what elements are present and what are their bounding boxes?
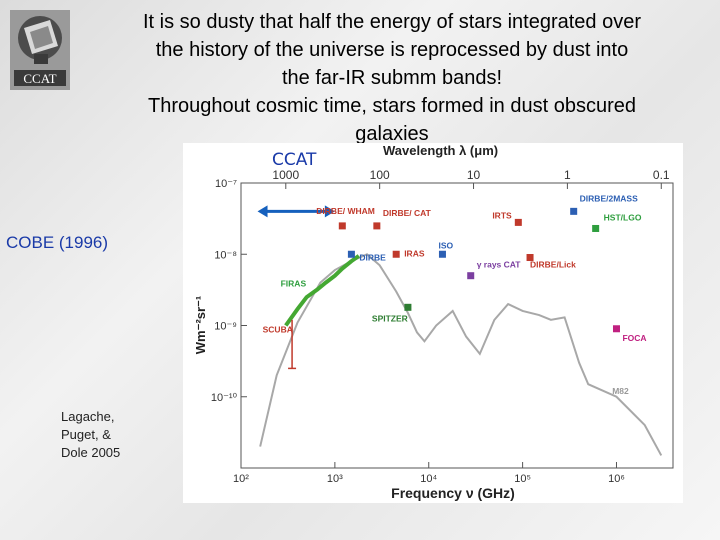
slide-title: It is so dusty that half the energy of s…	[92, 8, 692, 148]
y-tick-label: 10⁻⁸	[214, 249, 237, 261]
y-tick-label: 10⁻⁷	[215, 178, 237, 190]
title-line-3: the far-IR submm bands!	[281, 67, 503, 89]
instrument-marker	[570, 207, 578, 215]
instrument-label: DIRBE	[359, 252, 386, 262]
instrument-marker	[438, 250, 446, 258]
instrument-label: FOCA	[622, 333, 646, 343]
m82-sed-line	[259, 253, 663, 456]
top-axis-label: Wavelength λ (μm)	[383, 143, 498, 158]
instrument-marker	[404, 303, 412, 311]
title-line-4: Throughout cosmic time, stars formed in …	[148, 95, 636, 117]
title-line-2: the history of the universe is reprocess…	[155, 39, 629, 61]
chart-svg: 10² 10³ 10⁴ 10⁵ 10⁶ 10⁻⁷ 10⁻⁸ 10⁻⁹ 10⁻¹⁰ 1000 100 1…	[193, 143, 674, 501]
instrument-label: FIRAS	[281, 279, 307, 289]
instrument-label: IRTS	[492, 210, 512, 220]
x-axis-label: Frequency ν (GHz)	[391, 485, 515, 501]
x-tick-label: 10⁴	[420, 473, 437, 485]
instrument-marker	[514, 218, 522, 226]
instrument-label: SCUBA	[263, 324, 293, 334]
x-tick-label: 10⁶	[608, 473, 625, 485]
title-line-1: It is so dusty that half the energy of s…	[142, 11, 642, 33]
instrument-label: SPITZER	[372, 313, 408, 323]
y-tick-label: 10⁻¹⁰	[211, 392, 238, 404]
credit-line-2: Puget, &	[61, 427, 111, 442]
instrument-label: DIRBE/Lick	[530, 260, 576, 270]
x-tick-label: 10²	[233, 473, 249, 485]
top-tick-label: 1	[564, 168, 571, 182]
instrument-label: DIRBE/ CAT	[383, 208, 432, 218]
y-axis-label: Wm⁻²sr⁻¹	[193, 296, 208, 355]
top-tick-label: 1000	[272, 168, 299, 182]
instrument-marker	[373, 222, 381, 230]
ccat-arrow-left-head	[257, 205, 268, 218]
top-tick-label: 10	[467, 168, 481, 182]
y-tick-label: 10⁻⁹	[214, 321, 237, 333]
instrument-label: γ rays CAT	[477, 260, 522, 270]
x-tick-label: 10⁵	[514, 473, 531, 485]
title-line-5: galaxies	[355, 123, 429, 145]
instrument-marker	[526, 254, 534, 262]
x-tick-label: 10³	[327, 473, 343, 485]
ccat-telescope-logo: CCAT	[10, 10, 70, 90]
instrument-label: HST/LGO	[604, 212, 642, 222]
logo-text: CCAT	[23, 71, 56, 86]
instrument-label: M82	[612, 386, 629, 396]
instrument-marker	[392, 250, 400, 258]
credit-line-1: Lagache,	[61, 409, 115, 424]
top-tick-label: 100	[370, 168, 390, 182]
credit-line-3: Dole 2005	[61, 445, 121, 460]
ccat-annotation: CCAT	[272, 150, 317, 170]
firas-line	[284, 254, 360, 327]
instrument-marker	[467, 272, 475, 280]
cobe-annotation: COBE (1996)	[6, 233, 109, 252]
instrument-marker	[347, 250, 355, 258]
ccat-arrow-right-head	[324, 205, 335, 218]
instrument-marker	[592, 224, 600, 232]
plot-frame	[240, 182, 674, 469]
instrument-marker	[612, 325, 620, 333]
cib-sed-chart: 10² 10³ 10⁴ 10⁵ 10⁶ 10⁻⁷ 10⁻⁸ 10⁻⁹ 10⁻¹⁰ 1000 100 1…	[183, 143, 683, 503]
instrument-label: ISO	[438, 240, 453, 250]
instrument-marker	[338, 222, 346, 230]
instrument-label: DIRBE/2MASS	[580, 193, 638, 203]
instrument-label: IRAS	[404, 248, 425, 258]
credit-text: Lagache, Puget, & Dole 2005	[61, 408, 120, 462]
top-tick-label: 0.1	[653, 168, 670, 182]
instrument-label: DIRBE/ WHAM	[316, 206, 375, 216]
